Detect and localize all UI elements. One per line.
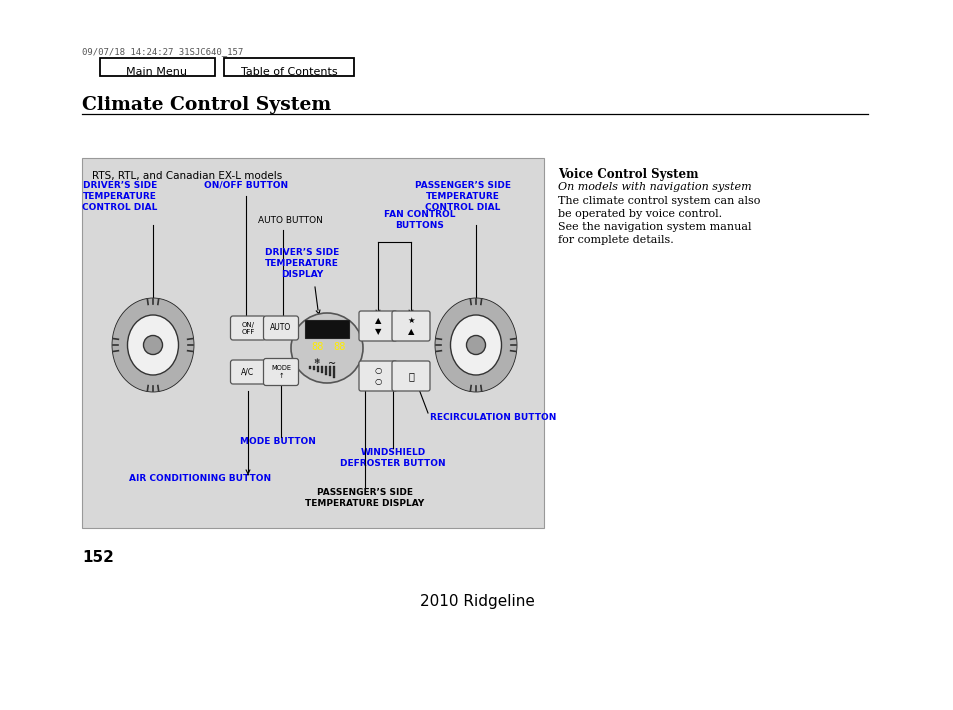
- FancyBboxPatch shape: [231, 316, 265, 340]
- Bar: [305, 320, 349, 338]
- Text: RECIRCULATION BUTTON: RECIRCULATION BUTTON: [430, 413, 556, 422]
- Text: AUTO: AUTO: [270, 324, 292, 332]
- Circle shape: [466, 336, 485, 354]
- Text: Table of Contents: Table of Contents: [240, 67, 337, 77]
- Text: DRIVER’S SIDE
TEMPERATURE
DISPLAY: DRIVER’S SIDE TEMPERATURE DISPLAY: [265, 248, 338, 279]
- Ellipse shape: [440, 304, 511, 386]
- Bar: [325, 366, 327, 374]
- FancyBboxPatch shape: [358, 311, 396, 341]
- Bar: [329, 366, 331, 376]
- FancyBboxPatch shape: [100, 58, 214, 76]
- Bar: [320, 366, 323, 373]
- Text: FAN CONTROL
BUTTONS: FAN CONTROL BUTTONS: [384, 210, 456, 230]
- Ellipse shape: [435, 298, 517, 392]
- Text: ★
▲: ★ ▲: [407, 316, 415, 336]
- Bar: [333, 366, 335, 378]
- Text: See the navigation system manual: See the navigation system manual: [558, 222, 751, 232]
- Text: PASSENGER’S SIDE
TEMPERATURE DISPLAY: PASSENGER’S SIDE TEMPERATURE DISPLAY: [305, 488, 424, 508]
- Bar: [309, 366, 312, 368]
- Text: Voice Control System: Voice Control System: [558, 168, 698, 181]
- Text: ○
○: ○ ○: [374, 366, 381, 386]
- Text: Main Menu: Main Menu: [127, 67, 188, 77]
- Ellipse shape: [128, 315, 178, 375]
- Text: AUTO BUTTON: AUTO BUTTON: [257, 216, 322, 225]
- Text: A/C: A/C: [241, 368, 254, 376]
- Ellipse shape: [450, 315, 501, 375]
- Text: be operated by voice control.: be operated by voice control.: [558, 209, 721, 219]
- FancyBboxPatch shape: [231, 360, 265, 384]
- Text: RTS, RTL, and Canadian EX-L models: RTS, RTL, and Canadian EX-L models: [91, 171, 282, 181]
- Text: ON/OFF BUTTON: ON/OFF BUTTON: [204, 181, 288, 190]
- Ellipse shape: [112, 298, 193, 392]
- Ellipse shape: [437, 301, 514, 389]
- Bar: [316, 366, 319, 371]
- Text: 09/07/18 14:24:27 31SJC640_157: 09/07/18 14:24:27 31SJC640_157: [82, 47, 243, 56]
- Text: MODE
↑: MODE ↑: [271, 366, 291, 378]
- Text: PASSENGER’S SIDE
TEMPERATURE
CONTROL DIAL: PASSENGER’S SIDE TEMPERATURE CONTROL DIA…: [415, 181, 511, 212]
- Text: AIR CONDITIONING BUTTON: AIR CONDITIONING BUTTON: [129, 474, 271, 483]
- FancyBboxPatch shape: [263, 316, 298, 340]
- Text: The climate control system can also: The climate control system can also: [558, 196, 760, 206]
- Text: for complete details.: for complete details.: [558, 235, 673, 245]
- Text: ON/
OFF: ON/ OFF: [241, 322, 254, 334]
- Text: 152: 152: [82, 550, 113, 565]
- Text: 88: 88: [334, 342, 346, 352]
- Text: Climate Control System: Climate Control System: [82, 96, 331, 114]
- Text: ❄: ❄: [314, 356, 320, 366]
- Bar: [313, 366, 315, 370]
- Text: AUTO: AUTO: [317, 321, 336, 327]
- Circle shape: [143, 336, 162, 354]
- Text: 88: 88: [312, 342, 324, 352]
- Text: WINDSHIELD
DEFROSTER BUTTON: WINDSHIELD DEFROSTER BUTTON: [340, 448, 445, 468]
- Text: MODE BUTTON: MODE BUTTON: [240, 437, 315, 446]
- FancyBboxPatch shape: [392, 361, 430, 391]
- FancyBboxPatch shape: [392, 311, 430, 341]
- Text: On models with navigation system: On models with navigation system: [558, 182, 751, 192]
- Text: ~: ~: [328, 359, 335, 369]
- FancyBboxPatch shape: [224, 58, 354, 76]
- FancyBboxPatch shape: [263, 359, 298, 386]
- Text: DRIVER’S SIDE
TEMPERATURE
CONTROL DIAL: DRIVER’S SIDE TEMPERATURE CONTROL DIAL: [82, 181, 157, 212]
- Ellipse shape: [291, 313, 363, 383]
- Text: 2010 Ridgeline: 2010 Ridgeline: [419, 594, 534, 609]
- FancyBboxPatch shape: [358, 361, 396, 391]
- Ellipse shape: [118, 304, 188, 386]
- Ellipse shape: [115, 301, 191, 389]
- Text: ▲
▼: ▲ ▼: [375, 316, 381, 336]
- Bar: [82, 158, 543, 528]
- Text: 🚗: 🚗: [408, 371, 414, 381]
